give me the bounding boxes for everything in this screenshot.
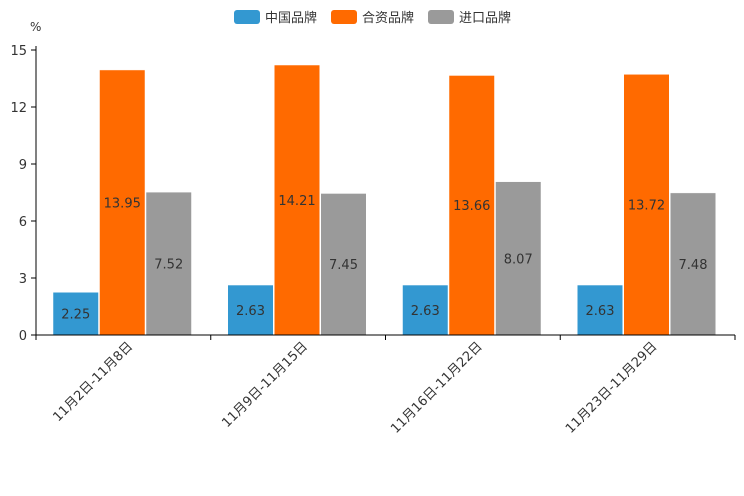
y-tick-label: 9 [19, 158, 27, 173]
legend-label-joint-venture-brand: 合资品牌 [362, 11, 415, 26]
legend-swatch-joint-venture-brand [331, 9, 358, 24]
bar-value-label: 7.48 [679, 258, 708, 273]
bar-value-label: 2.25 [61, 308, 90, 323]
bar[interactable] [99, 69, 146, 336]
bar-value-label: 7.52 [154, 258, 183, 273]
bar-value-label: 14.21 [278, 194, 315, 209]
x-tick-label: 11月9日-11月15日 [219, 339, 311, 431]
bar-value-label: 8.07 [504, 252, 533, 267]
y-axis-unit: % [30, 20, 42, 34]
bar-value-label: 13.95 [104, 196, 141, 211]
legend-item-china-brand[interactable]: 中国品牌 [234, 7, 317, 26]
y-tick-label: 6 [19, 215, 27, 230]
legend-swatch-china-brand [234, 9, 260, 24]
y-tick-label: 0 [19, 329, 27, 344]
bar-value-label: 2.63 [586, 304, 615, 319]
legend: 中国品牌 合资品牌 进口品牌 [234, 7, 511, 26]
bar-value-label: 2.63 [236, 304, 265, 319]
bar[interactable] [320, 193, 367, 336]
bar[interactable] [52, 292, 99, 336]
bar[interactable] [227, 284, 274, 336]
legend-item-imported-brand[interactable]: 进口品牌 [428, 7, 511, 26]
bar-value-label: 7.45 [329, 258, 358, 273]
bar[interactable] [495, 181, 542, 336]
bar[interactable] [145, 191, 192, 336]
x-tick-label: 11月23日-11月29日 [563, 339, 660, 436]
legend-label-imported-brand: 进口品牌 [459, 11, 512, 26]
legend-swatch-imported-brand [428, 9, 455, 24]
bar[interactable] [623, 74, 670, 336]
legend-label-china-brand: 中国品牌 [265, 11, 318, 26]
bar-value-label: 13.72 [628, 199, 665, 214]
bar-value-label: 13.66 [453, 199, 490, 214]
x-tick-label: 11月16日-11月22日 [388, 339, 485, 436]
bar[interactable] [670, 192, 716, 336]
legend-item-joint-venture-brand[interactable]: 合资品牌 [331, 7, 414, 26]
bar[interactable] [577, 284, 623, 336]
bar[interactable] [448, 75, 495, 336]
x-tick-label: 11月2日-11月8日 [50, 339, 136, 425]
bar-value-label: 2.63 [411, 304, 440, 319]
y-tick-label: 12 [10, 101, 27, 116]
y-tick-label: 15 [10, 44, 27, 59]
bar[interactable] [402, 284, 449, 336]
y-tick-label: 3 [19, 272, 27, 287]
